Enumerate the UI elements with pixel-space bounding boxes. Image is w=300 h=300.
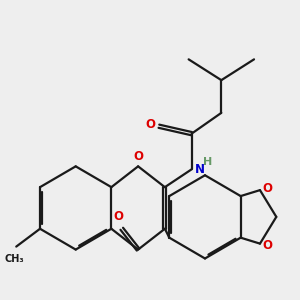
Text: O: O: [145, 118, 155, 131]
Text: O: O: [133, 150, 143, 163]
Text: H: H: [203, 157, 213, 167]
Text: CH₃: CH₃: [5, 254, 25, 264]
Text: N: N: [195, 163, 205, 176]
Text: O: O: [262, 182, 272, 195]
Text: O: O: [262, 238, 272, 252]
Text: O: O: [113, 210, 123, 224]
